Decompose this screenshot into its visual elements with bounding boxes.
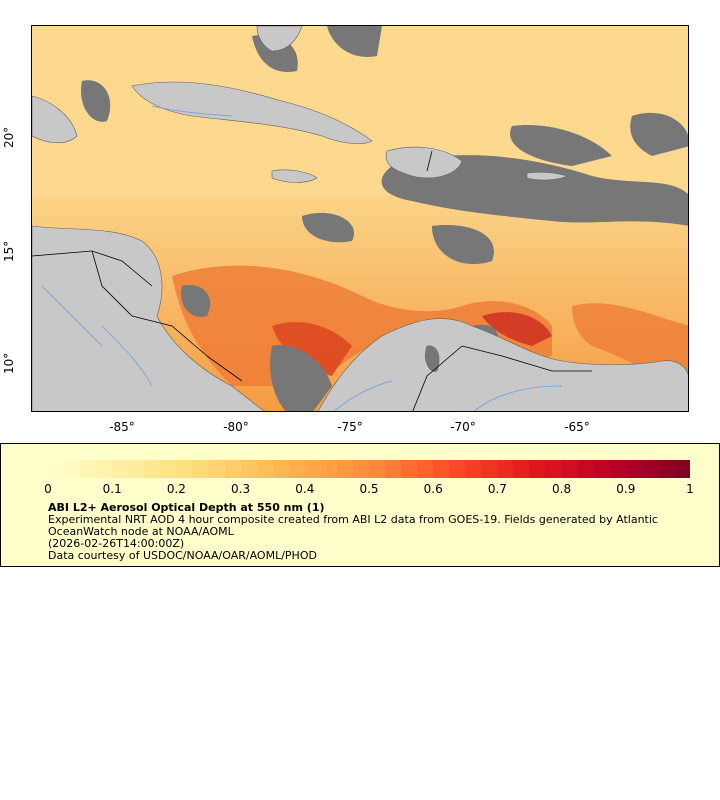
color-scale-label: 0.3: [231, 482, 251, 496]
color-scale-label: 0.5: [359, 482, 379, 496]
color-scale-cell: [481, 460, 498, 478]
color-scale-cell: [272, 460, 289, 478]
lon-label-65w: -65°: [564, 420, 590, 434]
legend-description: Experimental NRT AOD 4 hour composite cr…: [48, 513, 658, 538]
color-scale-cell: [368, 460, 385, 478]
legend-panel: ABI L2+ Aerosol Optical Depth at 550 nm …: [0, 443, 720, 567]
color-scale-cell: [208, 460, 225, 478]
color-scale-cell: [304, 460, 321, 478]
color-scale-cell: [593, 460, 610, 478]
color-scale-cell: [497, 460, 514, 478]
color-scale-cell: [673, 460, 690, 478]
color-scale-cell: [657, 460, 674, 478]
color-scale-cell: [433, 460, 450, 478]
rivers: [41, 105, 563, 411]
land-masses: [32, 26, 688, 411]
color-scale-label: 0.6: [423, 482, 443, 496]
lon-label-75w: -75°: [337, 420, 363, 434]
no-data-cloud-areas: [81, 26, 688, 411]
color-scale-cell: [320, 460, 337, 478]
color-scale-cell: [609, 460, 626, 478]
color-scale-cell: [449, 460, 466, 478]
lon-label-70w: -70°: [450, 420, 476, 434]
color-scale-cell: [240, 460, 257, 478]
color-scale-cell: [288, 460, 305, 478]
color-scale-cell: [64, 460, 81, 478]
color-scale-cell: [545, 460, 562, 478]
color-scale-label: 0.7: [487, 482, 507, 496]
color-scale-cell: [417, 460, 434, 478]
lon-label-85w: -85°: [109, 420, 135, 434]
color-scale-cell: [256, 460, 273, 478]
color-scale-cell: [144, 460, 161, 478]
country-borders: [32, 150, 592, 411]
color-scale-label: 0.2: [166, 482, 186, 496]
lat-label-15n: 15°: [2, 240, 16, 262]
color-scale-label: 0.9: [616, 482, 636, 496]
color-scale-cell: [224, 460, 241, 478]
color-scale-cell: [529, 460, 546, 478]
aod-map: [31, 25, 689, 412]
color-scale-cell: [513, 460, 530, 478]
color-scale-cell: [336, 460, 353, 478]
color-scale-cell: [401, 460, 418, 478]
color-scale-label: 0.8: [552, 482, 572, 496]
color-scale-cell: [561, 460, 578, 478]
color-scale-bar: [48, 460, 690, 478]
color-scale-cell: [352, 460, 369, 478]
color-scale-label: 0.1: [102, 482, 122, 496]
legend-date: (2026-02-26T14:00:00Z): [48, 537, 185, 550]
color-scale-label: 1: [686, 482, 694, 496]
color-scale-cell: [80, 460, 97, 478]
very-high-aod-plume-west: [272, 322, 352, 376]
lat-label-10n: 10°: [2, 352, 16, 374]
color-scale-label: 0: [44, 482, 52, 496]
lat-label-20n: 20°: [2, 126, 16, 148]
color-scale-cell: [625, 460, 642, 478]
legend-title: ABI L2+ Aerosol Optical Depth at 550 nm …: [48, 501, 325, 514]
color-scale-cell: [160, 460, 177, 478]
color-scale-cell: [641, 460, 658, 478]
color-scale-cell: [577, 460, 594, 478]
map-canvas: [32, 26, 688, 411]
color-scale-cell: [112, 460, 129, 478]
color-scale-cell: [192, 460, 209, 478]
very-high-aod-plume-east: [482, 312, 552, 346]
color-scale-cell: [48, 460, 65, 478]
high-aod-plume-central: [172, 265, 552, 386]
color-scale-cell: [176, 460, 193, 478]
color-scale-label: 0.4: [295, 482, 315, 496]
color-scale-cell: [384, 460, 402, 478]
color-scale-cell: [465, 460, 482, 478]
legend-credit: Data courtesy of USDOC/NOAA/OAR/AOML/PHO…: [48, 549, 317, 562]
color-scale-cell: [128, 460, 145, 478]
lon-label-80w: -80°: [223, 420, 249, 434]
color-scale-cell: [96, 460, 113, 478]
